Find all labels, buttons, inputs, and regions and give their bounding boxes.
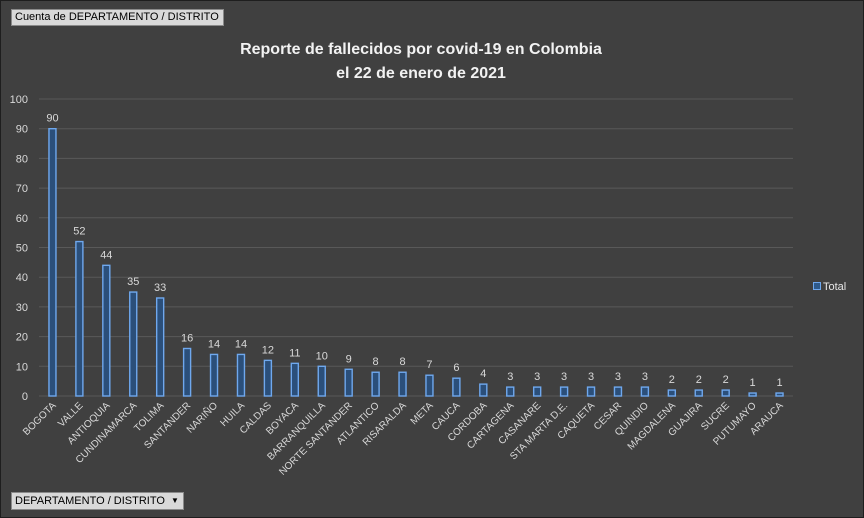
bar <box>425 374 434 397</box>
chart-title-line-1: Reporte de fallecidos por covid-19 en Co… <box>240 41 602 58</box>
bar <box>479 383 488 397</box>
data-label: 9 <box>346 353 352 365</box>
x-tick-label: BOGOTA <box>21 400 59 438</box>
bar <box>371 371 380 397</box>
bar <box>775 392 784 397</box>
bar <box>344 368 353 397</box>
chart-title: Reporte de fallecidos por covid-19 en Co… <box>161 38 681 86</box>
data-label: 3 <box>534 371 540 383</box>
bar <box>155 297 165 397</box>
bar <box>129 291 138 397</box>
bar <box>48 127 57 397</box>
axis-field-label: DEPARTAMENTO / DISTRITO <box>15 495 165 507</box>
data-label: 2 <box>723 374 729 386</box>
data-label: 2 <box>696 374 702 386</box>
data-label: 14 <box>235 338 247 350</box>
y-tick-label: 50 <box>16 243 28 255</box>
legend-swatch <box>813 282 821 290</box>
data-label: 11 <box>289 347 300 359</box>
data-label: 44 <box>100 249 112 261</box>
data-label: 33 <box>154 282 166 294</box>
data-label: 1 <box>750 377 756 389</box>
triangle-down-icon[interactable]: ▼ <box>170 496 179 505</box>
bar <box>640 386 650 397</box>
y-tick-label: 60 <box>16 213 28 225</box>
data-label: 14 <box>208 338 220 350</box>
bar <box>102 264 111 397</box>
y-tick-label: 90 <box>16 124 28 136</box>
bar <box>506 386 515 397</box>
value-field-button[interactable]: Cuenta de DEPARTAMENTO / DISTRITO <box>11 9 224 26</box>
data-label: 4 <box>480 368 486 380</box>
chart-title-line-2: el 22 de enero de 2021 <box>336 65 506 82</box>
data-label: 90 <box>46 113 58 125</box>
y-tick-label: 100 <box>10 94 28 106</box>
bar <box>263 359 273 397</box>
bar <box>667 389 677 397</box>
bar <box>559 386 569 397</box>
bar <box>452 377 461 397</box>
bar <box>613 386 623 397</box>
data-label: 3 <box>561 371 567 383</box>
data-label: 52 <box>73 226 85 238</box>
bar <box>398 371 407 397</box>
y-tick-label: 70 <box>16 183 28 195</box>
axis-field-button[interactable]: DEPARTAMENTO / DISTRITO ▼ <box>11 492 184 510</box>
legend-label: Total <box>823 281 847 293</box>
data-label: 2 <box>669 374 675 386</box>
data-label: 1 <box>776 377 782 389</box>
data-label: 8 <box>373 356 379 368</box>
data-label: 12 <box>262 344 274 356</box>
y-tick-label: 80 <box>16 153 28 165</box>
data-label: 3 <box>642 371 648 383</box>
y-tick-label: 20 <box>16 332 28 344</box>
y-tick-label: 30 <box>16 302 28 314</box>
data-label: 3 <box>507 371 513 383</box>
legend[interactable]: Total <box>813 281 846 293</box>
data-label: 3 <box>588 371 594 383</box>
bar <box>290 362 300 397</box>
y-tick-label: 40 <box>16 272 28 284</box>
data-label: 8 <box>399 356 405 368</box>
bar <box>236 353 246 397</box>
y-tick-label: 10 <box>16 361 28 373</box>
data-label: 3 <box>615 371 621 383</box>
data-label: 10 <box>316 350 328 362</box>
bar <box>694 389 703 397</box>
y-tick-label: 0 <box>22 391 28 403</box>
bar <box>586 386 596 397</box>
bar <box>721 389 730 397</box>
data-label: 35 <box>127 276 139 288</box>
bar <box>75 240 84 397</box>
bar <box>748 392 757 397</box>
bar <box>532 386 542 397</box>
data-label: 6 <box>453 362 459 374</box>
bar <box>209 353 219 397</box>
data-label: 16 <box>181 332 193 344</box>
data-label: 7 <box>426 359 432 371</box>
bar <box>317 365 326 397</box>
bar <box>182 347 192 397</box>
